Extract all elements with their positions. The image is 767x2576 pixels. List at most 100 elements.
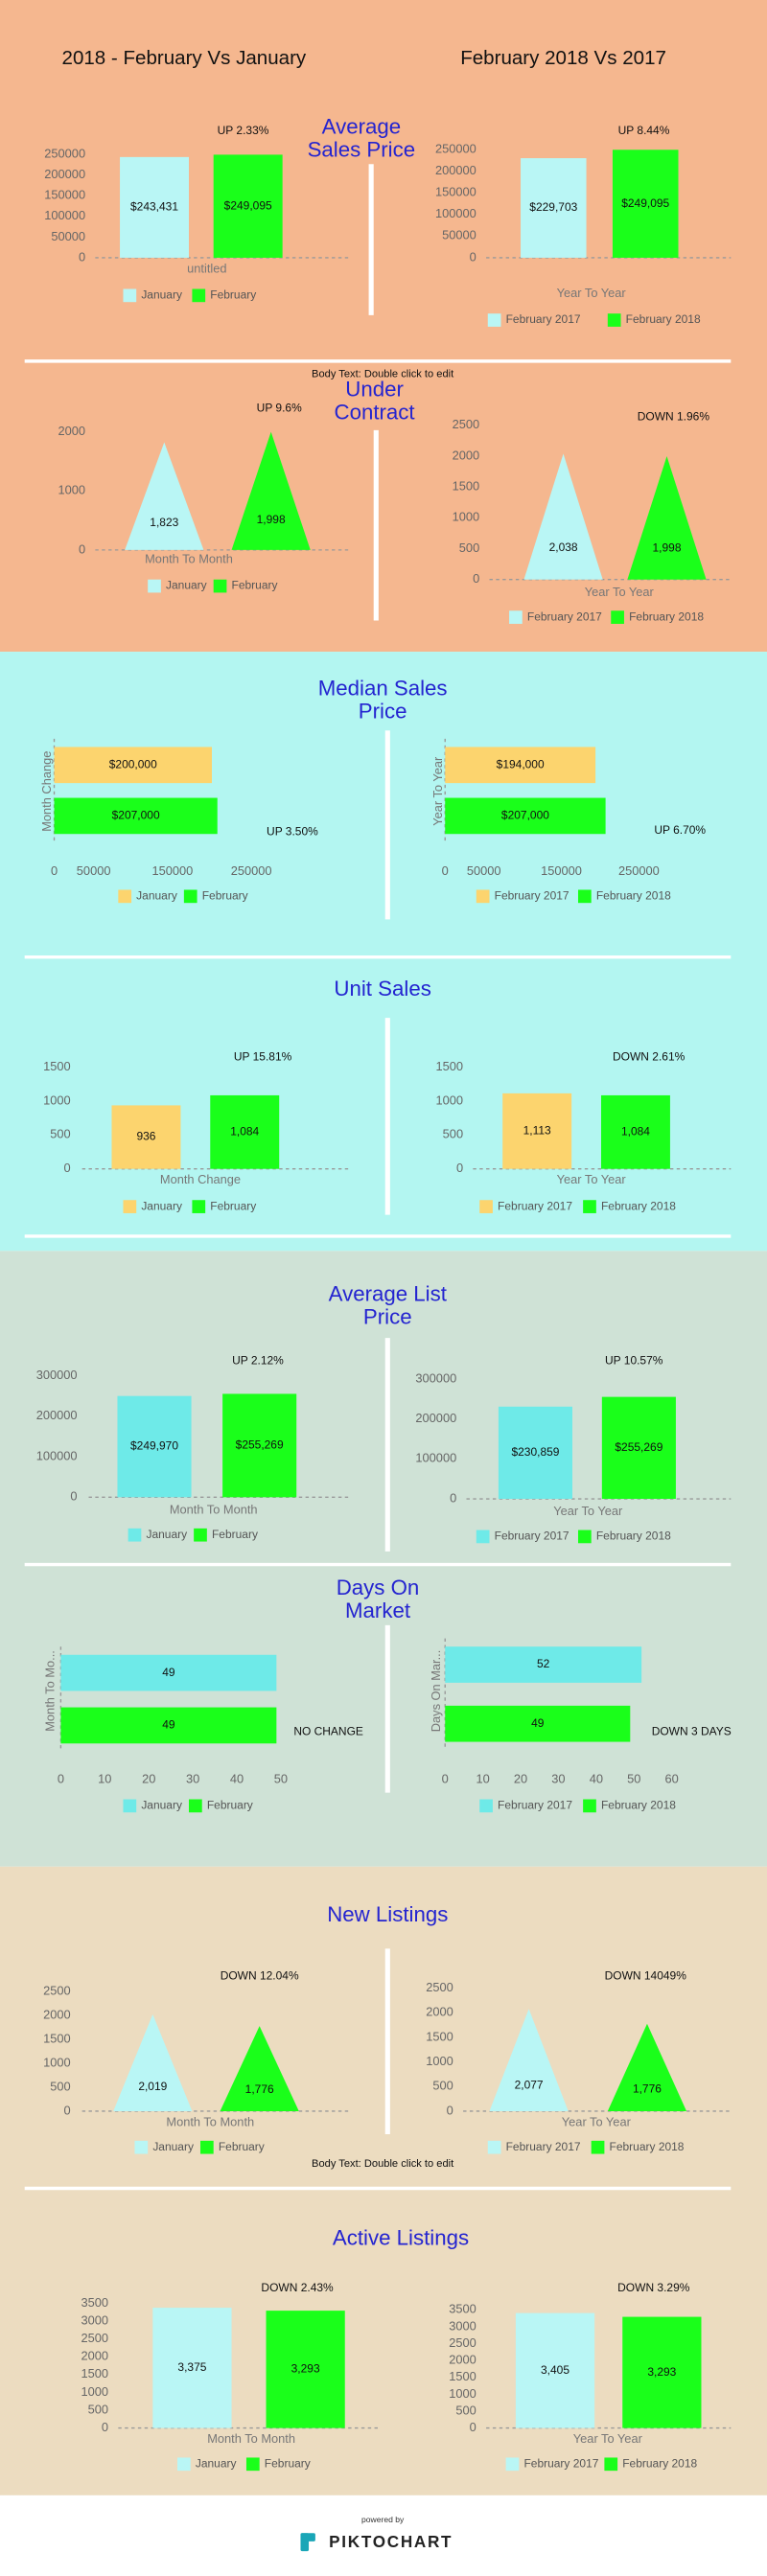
legend-swatch [611, 610, 624, 624]
value-label: 2,019 [138, 2080, 167, 2093]
legend-swatch [148, 579, 161, 593]
note: Body Text: Double click to edit [312, 369, 454, 380]
bar [502, 1092, 572, 1169]
legend-label: January [141, 1799, 182, 1812]
legend-swatch [604, 2457, 618, 2472]
x-tick-label: 10 [476, 1771, 489, 1785]
value-label: 49 [162, 1718, 175, 1732]
x-tick-label: 20 [142, 1771, 155, 1785]
x-tick-label: 60 [665, 1771, 679, 1785]
legend-label: January [136, 889, 177, 903]
y-tick-label: 500 [432, 2079, 453, 2093]
bar [60, 1707, 277, 1744]
bar [54, 797, 218, 835]
y-tick-label: 200000 [435, 163, 476, 177]
y-tick-label: 2000 [449, 2353, 476, 2367]
legend-swatch [583, 1200, 596, 1213]
legend-label: February [210, 288, 256, 302]
bar [445, 747, 596, 784]
bar [622, 2316, 702, 2428]
footer-bg [0, 2495, 767, 2576]
annotation: UP 3.50% [267, 825, 318, 839]
y-tick-label: 2000 [58, 424, 86, 438]
y-tick-label: 1500 [81, 2366, 109, 2380]
legend-swatch [192, 288, 206, 303]
x-axis-label: Year To Year [585, 585, 655, 599]
value-label: 52 [537, 1657, 550, 1670]
y-tick-label: 1500 [426, 2029, 453, 2043]
triangle [125, 442, 204, 550]
y-tick-label: 2500 [81, 2331, 109, 2345]
triangle [231, 431, 311, 550]
y-tick-label: 1000 [436, 1092, 464, 1107]
y-tick-label: 2500 [453, 417, 480, 431]
y-tick-label: 1500 [453, 478, 480, 493]
value-label: 1,776 [245, 2082, 274, 2096]
section-title: Price [363, 1304, 412, 1328]
annotation: DOWN 2.61% [613, 1049, 686, 1063]
value-label: $255,269 [236, 1438, 284, 1452]
legend-swatch [245, 2457, 260, 2472]
legend-swatch [577, 1530, 592, 1544]
y-tick-label: 0 [64, 1161, 71, 1175]
y-tick-label: 300000 [415, 1370, 456, 1385]
y-tick-label: 50000 [51, 229, 85, 243]
legend-swatch [607, 313, 621, 327]
value-label: 2,077 [515, 2078, 544, 2091]
annotation: DOWN 2.43% [261, 2281, 334, 2294]
y-tick-label: 1500 [43, 1059, 71, 1073]
legend-swatch [128, 1528, 142, 1542]
legend-swatch [123, 1200, 137, 1213]
y-tick-label: 1000 [449, 2386, 476, 2401]
x-tick-label: 40 [230, 1771, 244, 1785]
section-title: Sales Price [308, 137, 416, 161]
x-axis-label: Month To Month [166, 2114, 254, 2128]
value-label: 1,084 [621, 1124, 650, 1138]
powered-by: powered by [361, 2515, 405, 2524]
value-label: 3,293 [291, 2362, 320, 2376]
y-tick-label: 500 [459, 540, 479, 555]
legend-label: February 2018 [601, 1199, 676, 1212]
section-title: Median Sales [318, 676, 448, 700]
legend-label: February 2018 [610, 2140, 685, 2153]
y-tick-label: 0 [70, 1489, 77, 1504]
legend-swatch [487, 313, 501, 327]
annotation: DOWN 3.29% [617, 2281, 690, 2294]
legend-swatch [183, 889, 198, 904]
bar [222, 1393, 297, 1498]
value-label: 49 [531, 1716, 545, 1730]
bar [117, 1395, 192, 1498]
x-tick-label: 0 [51, 863, 58, 878]
y-tick-label: 2000 [426, 2005, 453, 2019]
value-label: 49 [162, 1666, 175, 1679]
y-tick-label: 1500 [43, 2031, 71, 2045]
x-axis-label: Month Change [160, 1172, 241, 1186]
section-title: Contract [335, 401, 416, 425]
triangle [220, 2026, 299, 2111]
value-label: 3,293 [647, 2365, 676, 2379]
triangle [607, 2023, 687, 2111]
value-label: 1,998 [257, 513, 286, 526]
y-tick-label: 500 [50, 1127, 70, 1141]
x-tick-label: 20 [514, 1771, 527, 1785]
y-tick-label: 500 [455, 2403, 476, 2417]
value-label: $207,000 [501, 809, 549, 822]
annotation: DOWN 14049% [605, 1969, 687, 1983]
legend-label: January [146, 1528, 187, 1541]
bar [120, 156, 190, 258]
x-axis-label: Year To Year [562, 2114, 632, 2128]
x-tick-label: 150000 [541, 863, 582, 878]
value-label: 1,113 [523, 1123, 551, 1137]
legend-label: February 2017 [498, 1199, 572, 1212]
y-tick-label: 2500 [449, 2335, 476, 2350]
annotation: UP 2.12% [232, 1353, 284, 1367]
annotation: UP 2.33% [218, 124, 269, 137]
legend-label: January [141, 1199, 182, 1212]
y-tick-label: 250000 [435, 141, 476, 155]
legend-swatch [583, 1799, 596, 1813]
legend-swatch [479, 1200, 493, 1213]
y-tick-label: 0 [102, 2420, 108, 2434]
y-tick-label: 100000 [44, 208, 85, 222]
y-tick-label: 0 [470, 2420, 476, 2434]
annotation: UP 8.44% [618, 124, 670, 137]
